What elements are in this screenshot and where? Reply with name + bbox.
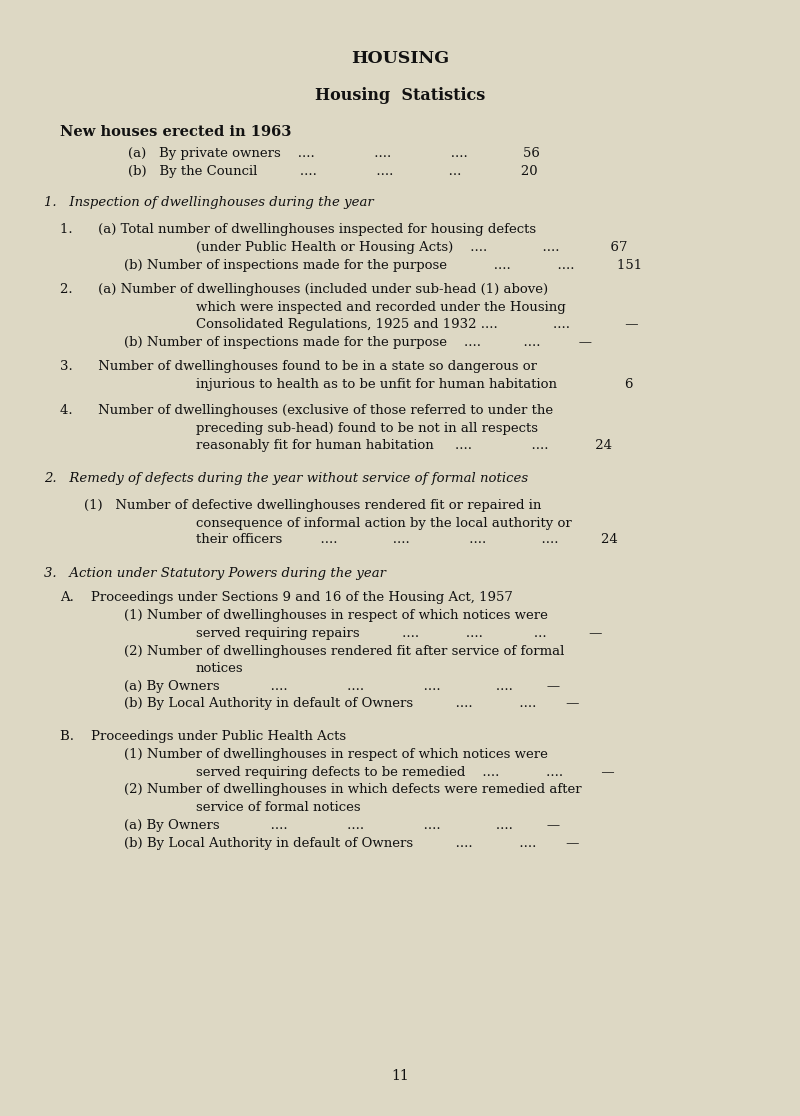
Text: 2.      (a) Number of dwellinghouses (included under sub-head (1) above): 2. (a) Number of dwellinghouses (include… [60,283,548,297]
Text: their officers         ....             ....              ....             .... : their officers .... .... .... .... [196,533,618,547]
Text: 1.   Inspection of dwellinghouses during the year: 1. Inspection of dwellinghouses during t… [44,196,374,210]
Text: New houses erected in 1963: New houses erected in 1963 [60,125,291,140]
Text: (1) Number of dwellinghouses in respect of which notices were: (1) Number of dwellinghouses in respect … [124,609,548,623]
Text: (2) Number of dwellinghouses rendered fit after service of formal: (2) Number of dwellinghouses rendered fi… [124,645,564,658]
Text: 4.      Number of dwellinghouses (exclusive of those referred to under the: 4. Number of dwellinghouses (exclusive o… [60,404,553,417]
Text: 2.   Remedy of defects during the year without service of formal notices: 2. Remedy of defects during the year wit… [44,472,528,485]
Text: consequence of informal action by the local authority or: consequence of informal action by the lo… [196,517,572,530]
Text: reasonably fit for human habitation     ....              ....           24: reasonably fit for human habitation ....… [196,439,612,452]
Text: Housing  Statistics: Housing Statistics [315,87,485,104]
Text: (1) Number of dwellinghouses in respect of which notices were: (1) Number of dwellinghouses in respect … [124,748,548,761]
Text: which were inspected and recorded under the Housing: which were inspected and recorded under … [196,301,566,315]
Text: 11: 11 [391,1069,409,1084]
Text: 3.      Number of dwellinghouses found to be in a state so dangerous or: 3. Number of dwellinghouses found to be … [60,360,537,374]
Text: B.    Proceedings under Public Health Acts: B. Proceedings under Public Health Acts [60,730,346,743]
Text: HOUSING: HOUSING [351,50,449,67]
Text: service of formal notices: service of formal notices [196,801,361,815]
Text: (1)   Number of defective dwellinghouses rendered fit or repaired in: (1) Number of defective dwellinghouses r… [84,499,542,512]
Text: (2) Number of dwellinghouses in which defects were remedied after: (2) Number of dwellinghouses in which de… [124,783,582,797]
Text: (under Public Health or Housing Acts)    ....             ....            67: (under Public Health or Housing Acts) ..… [196,241,627,254]
Text: notices: notices [196,662,244,675]
Text: preceding sub-head) found to be not in all respects: preceding sub-head) found to be not in a… [196,422,538,435]
Text: injurious to health as to be unfit for human habitation                6: injurious to health as to be unfit for h… [196,378,634,392]
Text: (b) Number of inspections made for the purpose           ....           ....    : (b) Number of inspections made for the p… [124,259,642,272]
Text: (b)   By the Council          ....              ....             ...            : (b) By the Council .... .... ... [128,165,538,179]
Text: Consolidated Regulations, 1925 and 1932 ....             ....             —: Consolidated Regulations, 1925 and 1932 … [196,318,638,331]
Text: (b) Number of inspections made for the purpose    ....          ....         —: (b) Number of inspections made for the p… [124,336,592,349]
Text: served requiring repairs          ....           ....            ...          —: served requiring repairs .... .... ... — [196,627,602,641]
Text: (a) By Owners            ....              ....              ....             ..: (a) By Owners .... .... .... .. [124,819,560,833]
Text: served requiring defects to be remedied    ....           ....         —: served requiring defects to be remedied … [196,766,614,779]
Text: 3.   Action under Statutory Powers during the year: 3. Action under Statutory Powers during … [44,567,386,580]
Text: 1.      (a) Total number of dwellinghouses inspected for housing defects: 1. (a) Total number of dwellinghouses in… [60,223,536,237]
Text: A.    Proceedings under Sections 9 and 16 of the Housing Act, 1957: A. Proceedings under Sections 9 and 16 o… [60,591,513,605]
Text: (b) By Local Authority in default of Owners          ....           ....       —: (b) By Local Authority in default of Own… [124,837,579,850]
Text: (a)   By private owners    ....              ....              ....             : (a) By private owners .... .... .... [128,147,540,161]
Text: (b) By Local Authority in default of Owners          ....           ....       —: (b) By Local Authority in default of Own… [124,698,579,711]
Text: (a) By Owners            ....              ....              ....             ..: (a) By Owners .... .... .... .. [124,680,560,693]
